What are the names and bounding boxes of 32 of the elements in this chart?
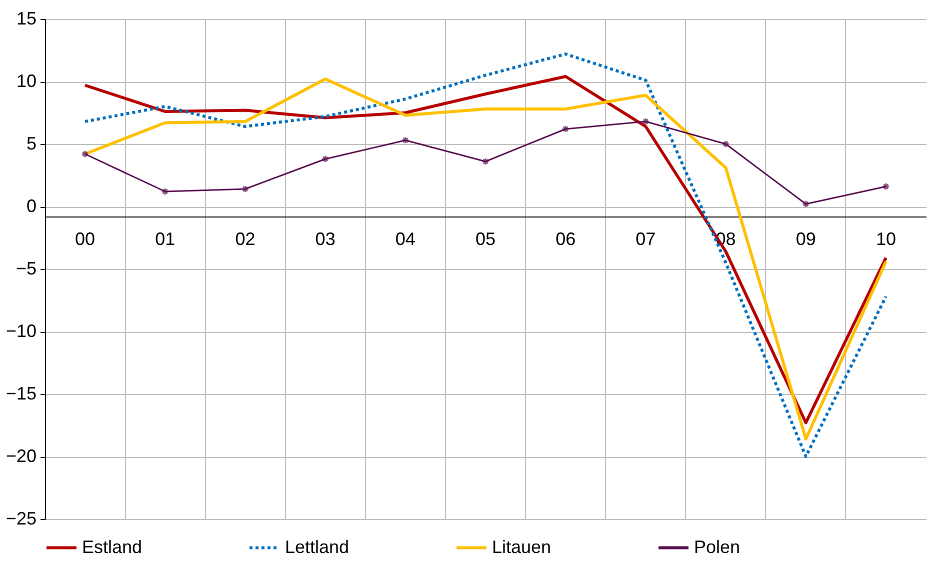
x-tick-label: 07 — [636, 229, 656, 249]
x-tick-label: 10 — [876, 229, 896, 249]
point — [642, 118, 650, 126]
point — [161, 188, 170, 196]
point — [401, 136, 410, 144]
x-tick-label: 04 — [395, 229, 416, 249]
y-tick-label: −10 — [6, 321, 36, 341]
y-tick-label: −20 — [6, 446, 36, 466]
point — [482, 158, 490, 166]
point — [241, 185, 250, 193]
y-tick-label: −25 — [6, 508, 36, 528]
legend-label: Polen — [694, 536, 740, 557]
x-tick-label: 05 — [475, 229, 496, 249]
point — [321, 155, 330, 163]
point — [722, 140, 730, 148]
point — [802, 200, 810, 208]
y-tick-label: 15 — [16, 8, 36, 28]
y-tick-label: 5 — [26, 134, 36, 154]
legend-label: Lettland — [285, 536, 350, 557]
x-tick-label: 09 — [796, 229, 816, 249]
legend-label: Estland — [82, 536, 142, 557]
x-tick-label: 06 — [556, 229, 576, 249]
x-tick-label: 01 — [155, 229, 176, 249]
x-tick-label: 00 — [75, 229, 96, 249]
y-tick-label: 0 — [26, 196, 36, 216]
point — [562, 125, 570, 133]
y-tick-label: 10 — [16, 71, 36, 91]
x-tick-label: 02 — [235, 229, 256, 249]
legend-label: Litauen — [492, 536, 552, 557]
y-tick-label: −5 — [16, 258, 36, 278]
y-tick-label: −15 — [6, 384, 36, 404]
x-tick-label: 03 — [315, 229, 336, 249]
